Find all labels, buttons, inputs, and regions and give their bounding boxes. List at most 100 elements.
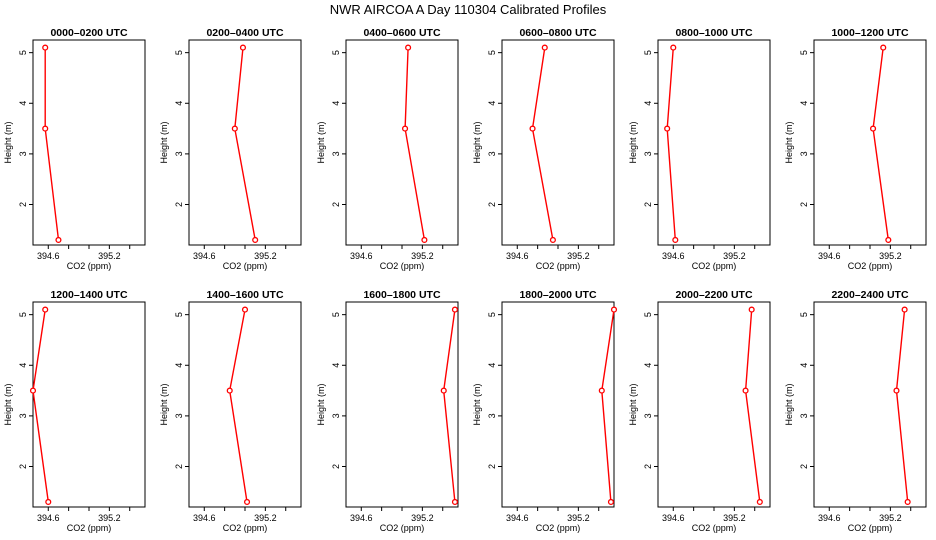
y-tick-label: 3	[487, 151, 497, 156]
x-tick-label: 395.2	[411, 251, 434, 261]
panel-title: 1600–1800 UTC	[363, 289, 440, 301]
y-tick-label: 3	[643, 413, 653, 418]
x-tick-label: 394.6	[37, 251, 60, 261]
x-tick-label: 395.2	[98, 513, 121, 523]
y-tick-label: 4	[174, 363, 184, 368]
panel-title: 1000–1200 UTC	[831, 27, 908, 39]
data-point	[239, 44, 247, 51]
panel-title: 1400–1600 UTC	[206, 289, 283, 301]
x-tick-label: 395.2	[879, 251, 902, 261]
y-tick-label: 5	[18, 312, 28, 317]
profile-line	[32, 309, 49, 502]
profile-line	[872, 47, 889, 240]
y-tick-label: 3	[18, 151, 28, 156]
y-axis-label: Height (m)	[784, 383, 794, 425]
y-tick-label: 2	[799, 464, 809, 469]
x-axis-label: CO2 (ppm)	[848, 261, 893, 271]
y-tick-label: 5	[487, 312, 497, 317]
y-tick-label: 5	[487, 50, 497, 55]
data-point	[541, 44, 548, 51]
y-tick-label: 4	[643, 363, 653, 368]
data-point	[549, 236, 556, 243]
plot-frame	[345, 301, 459, 508]
y-tick-label: 2	[18, 464, 28, 469]
y-axis-label: Height (m)	[472, 383, 482, 425]
data-point	[901, 306, 908, 313]
x-tick-label: 394.6	[350, 251, 373, 261]
y-tick-label: 5	[799, 50, 809, 55]
x-tick-label: 395.2	[98, 251, 121, 261]
y-tick-label: 3	[487, 413, 497, 418]
y-axis-label: Height (m)	[316, 121, 326, 163]
y-axis-label: Height (m)	[316, 383, 326, 425]
data-point	[742, 387, 749, 394]
panel-title: 2000–2200 UTC	[675, 289, 752, 301]
y-axis-label: Height (m)	[472, 121, 482, 163]
y-tick-label: 3	[799, 413, 809, 418]
data-point	[870, 125, 877, 132]
y-tick-label: 4	[799, 363, 809, 368]
x-tick-label: 394.6	[662, 513, 685, 523]
y-tick-label: 4	[799, 101, 809, 106]
profile-line	[442, 309, 456, 502]
x-tick-label: 395.2	[411, 513, 434, 523]
x-tick-label: 395.2	[723, 251, 746, 261]
plot-frame	[813, 39, 927, 246]
y-tick-label: 4	[643, 101, 653, 106]
y-tick-label: 2	[799, 202, 809, 207]
x-axis-label: CO2 (ppm)	[692, 261, 737, 271]
data-point	[670, 44, 677, 51]
data-point	[440, 387, 447, 394]
data-point	[402, 125, 409, 132]
x-axis-label: CO2 (ppm)	[848, 523, 893, 533]
y-tick-label: 4	[331, 101, 341, 106]
data-point	[226, 387, 233, 394]
x-tick-label: 394.6	[350, 513, 373, 523]
data-point	[672, 236, 679, 243]
x-tick-label: 394.6	[662, 251, 685, 261]
y-tick-label: 3	[331, 151, 341, 156]
y-tick-label: 5	[18, 50, 28, 55]
x-axis-label: CO2 (ppm)	[223, 261, 268, 271]
y-tick-label: 2	[487, 464, 497, 469]
y-tick-label: 5	[331, 50, 341, 55]
panel-title: 0400–0600 UTC	[363, 27, 440, 39]
data-point	[885, 236, 892, 243]
data-point	[42, 44, 49, 51]
y-tick-label: 3	[18, 413, 28, 418]
y-tick-label: 2	[331, 464, 341, 469]
x-axis-label: CO2 (ppm)	[692, 523, 737, 533]
panel-title: 1200–1400 UTC	[50, 289, 127, 301]
panel-title: 0200–0400 UTC	[206, 27, 283, 39]
plot-frame	[657, 301, 771, 508]
y-tick-label: 4	[174, 101, 184, 106]
profile-line	[531, 47, 554, 241]
y-tick-label: 2	[643, 202, 653, 207]
profile-line	[44, 47, 60, 240]
plot-frame	[32, 39, 146, 246]
data-point	[607, 498, 614, 505]
data-point	[451, 306, 458, 313]
data-point	[231, 125, 238, 132]
data-point	[252, 236, 259, 243]
data-point	[610, 306, 618, 313]
profile-line	[228, 309, 248, 503]
x-tick-label: 394.6	[37, 513, 60, 523]
profile-line	[404, 47, 426, 241]
plot-frame	[657, 39, 771, 246]
x-tick-label: 395.2	[879, 513, 902, 523]
panel-title: 1800–2000 UTC	[519, 289, 596, 301]
data-point	[29, 387, 37, 394]
x-axis-label: CO2 (ppm)	[67, 523, 112, 533]
